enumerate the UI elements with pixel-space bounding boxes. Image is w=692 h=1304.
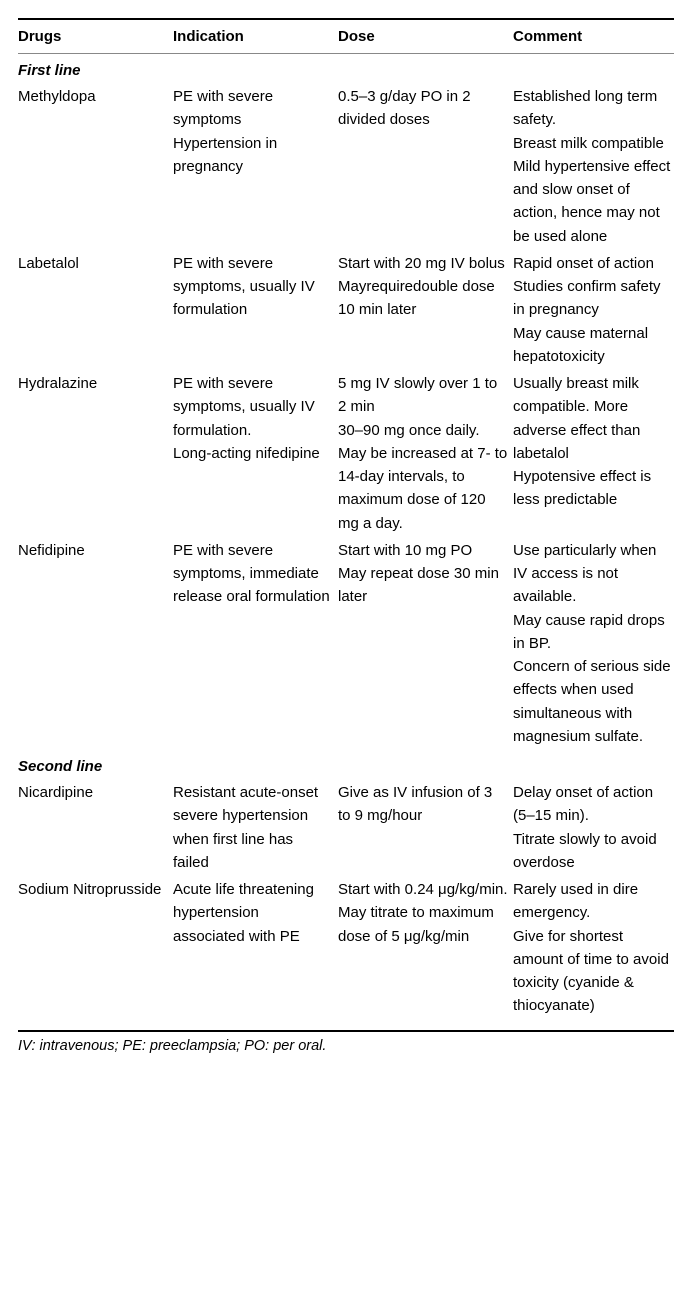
dose-cell: Start with 0.24 μg/kg/min. May titrate t… <box>338 878 513 1018</box>
drugs-table: Drugs Indication Dose Comment First line… <box>18 18 674 1054</box>
cell-text: Resistant acute-onset severe hypertensio… <box>173 781 333 874</box>
cell-text: 0.5–3 g/day PO in 2 divided doses <box>338 85 508 132</box>
table-footnote: IV: intravenous; PE: preeclampsia; PO: p… <box>18 1032 674 1054</box>
cell-text: May cause rapid drops in BP. <box>513 609 674 656</box>
comment-cell: Delay onset of action (5–15 min). Titrat… <box>513 781 674 874</box>
comment-cell: Rarely used in dire emergency. Give for … <box>513 878 674 1018</box>
comment-cell: Usually breast milk compatible. More adv… <box>513 372 674 535</box>
cell-text: Hypertension in pregnancy <box>173 132 333 179</box>
drug-name: Labetalol <box>18 252 173 368</box>
cell-text: Mild hypertensive effect and slow onset … <box>513 155 674 248</box>
cell-text: Rapid onset of action <box>513 252 674 275</box>
drug-name: Nefidipine <box>18 539 173 748</box>
cell-text: Give as IV infusion of 3 to 9 mg/hour <box>338 781 508 828</box>
header-indication: Indication <box>173 28 338 45</box>
drug-name: Nicardipine <box>18 781 173 874</box>
table-row: Methyldopa PE with severe symptoms Hyper… <box>18 83 674 250</box>
table-row: Hydralazine PE with severe symptoms, usu… <box>18 370 674 537</box>
cell-text: 5 mg IV slowly over 1 to 2 min <box>338 372 508 419</box>
header-comment: Comment <box>513 28 674 45</box>
drug-name: Hydralazine <box>18 372 173 535</box>
cell-text: Start with 0.24 μg/kg/min. <box>338 878 508 901</box>
comment-cell: Use particularly when IV access is not a… <box>513 539 674 748</box>
drug-name: Sodium Nitroprusside <box>18 878 173 1018</box>
cell-text: Usually breast milk compatible. More adv… <box>513 372 674 465</box>
table-row: Sodium Nitroprusside Acute life threaten… <box>18 876 674 1032</box>
indication-cell: PE with severe symptoms, immediate relea… <box>173 539 338 748</box>
section-second-line: Second line <box>18 750 674 779</box>
cell-text: May cause maternal hepatotoxicity <box>513 322 674 369</box>
dose-cell: Start with 20 mg IV bolus Mayrequiredoub… <box>338 252 513 368</box>
cell-text: Hypotensive effect is less predictable <box>513 465 674 512</box>
cell-text: May repeat dose 30 min later <box>338 562 508 609</box>
cell-text: Give for shortest amount of time to avoi… <box>513 925 674 1018</box>
indication-cell: Acute life threatening hypertension asso… <box>173 878 338 1018</box>
cell-text: Concern of serious side effects when use… <box>513 655 674 748</box>
dose-cell: 0.5–3 g/day PO in 2 divided doses <box>338 85 513 248</box>
table-row: Nicardipine Resistant acute-onset severe… <box>18 779 674 876</box>
cell-text: Start with 20 mg IV bolus <box>338 252 508 275</box>
dose-cell: Give as IV infusion of 3 to 9 mg/hour <box>338 781 513 874</box>
indication-cell: PE with severe symptoms, usually IV form… <box>173 372 338 535</box>
table-header-row: Drugs Indication Dose Comment <box>18 18 674 54</box>
cell-text: PE with severe symptoms, usually IV form… <box>173 372 333 442</box>
cell-text: PE with severe symptoms, immediate relea… <box>173 539 333 609</box>
drug-name: Methyldopa <box>18 85 173 248</box>
dose-cell: 5 mg IV slowly over 1 to 2 min 30–90 mg … <box>338 372 513 535</box>
header-dose: Dose <box>338 28 513 45</box>
table-row: Nefidipine PE with severe symptoms, imme… <box>18 537 674 750</box>
cell-text: Studies confirm safety in pregnancy <box>513 275 674 322</box>
section-first-line: First line <box>18 54 674 83</box>
indication-cell: PE with severe symptoms, usually IV form… <box>173 252 338 368</box>
cell-text: Rarely used in dire emergency. <box>513 878 674 925</box>
cell-text: Use particularly when IV access is not a… <box>513 539 674 609</box>
table-row: Labetalol PE with severe symptoms, usual… <box>18 250 674 370</box>
cell-text: Established long term safety. <box>513 85 674 132</box>
cell-text: Acute life threatening hypertension asso… <box>173 878 333 948</box>
header-drugs: Drugs <box>18 28 173 45</box>
cell-text: Mayrequiredouble dose 10 min later <box>338 275 508 322</box>
comment-cell: Rapid onset of action Studies confirm sa… <box>513 252 674 368</box>
cell-text: Titrate slowly to avoid overdose <box>513 828 674 875</box>
cell-text: May titrate to maximum dose of 5 μg/kg/m… <box>338 901 508 948</box>
dose-cell: Start with 10 mg PO May repeat dose 30 m… <box>338 539 513 748</box>
cell-text: Breast milk compatible <box>513 132 674 155</box>
cell-text: PE with severe symptoms <box>173 85 333 132</box>
cell-text: Long-acting nifedipine <box>173 442 333 465</box>
cell-text: Start with 10 mg PO <box>338 539 508 562</box>
cell-text: PE with severe symptoms, usually IV form… <box>173 252 333 322</box>
cell-text: Delay onset of action (5–15 min). <box>513 781 674 828</box>
comment-cell: Established long term safety. Breast mil… <box>513 85 674 248</box>
indication-cell: PE with severe symptoms Hypertension in … <box>173 85 338 248</box>
indication-cell: Resistant acute-onset severe hypertensio… <box>173 781 338 874</box>
cell-text: 30–90 mg once daily. May be increased at… <box>338 419 508 535</box>
